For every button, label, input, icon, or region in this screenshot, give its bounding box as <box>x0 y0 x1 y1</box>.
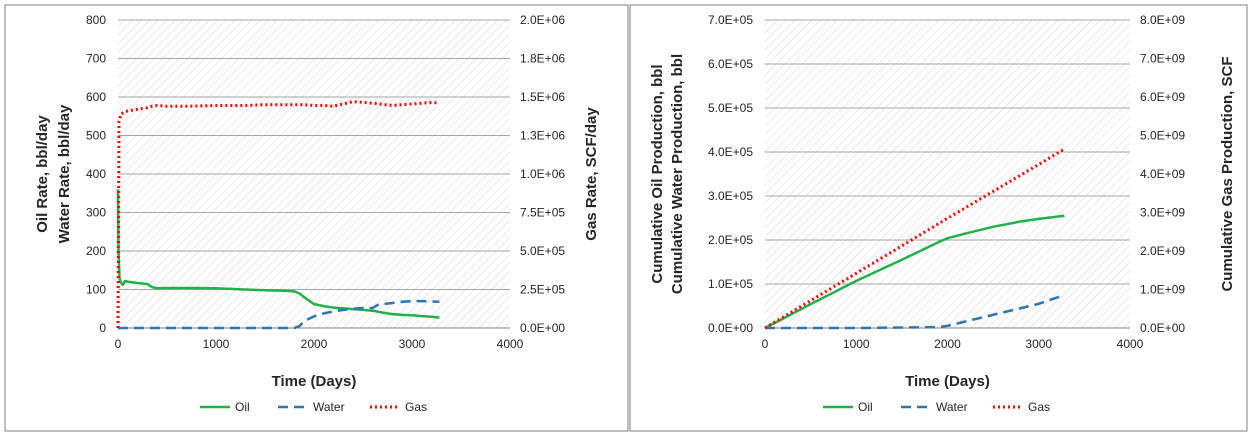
y-tick-label: 400 <box>86 167 106 181</box>
y2-tick-label: 0.0E+00 <box>520 321 565 335</box>
y2-tick-label: 5.0E+05 <box>520 244 565 258</box>
y-tick-label: 5.0E+05 <box>708 101 753 115</box>
y-tick-label: 300 <box>86 206 106 220</box>
x-tick-label: 2000 <box>301 337 328 351</box>
y-tick-label: 6.0E+05 <box>708 57 753 71</box>
y-tick-label: 3.0E+05 <box>708 189 753 203</box>
y-tick-label: 2.0E+05 <box>708 233 753 247</box>
legend: Oil Water Gas <box>823 400 1050 414</box>
x-tick-label: 1000 <box>843 337 870 351</box>
x-tick-label: 0 <box>115 337 122 351</box>
y2-tick-label: 1.5E+06 <box>520 90 565 104</box>
legend-label-gas: Gas <box>1028 400 1050 414</box>
y2-tick-label: 2.0E+06 <box>520 13 565 27</box>
series-line-water <box>118 299 440 330</box>
rate-chart: 0 100 200 300 400 500 600 700 800 0.0E+00 2.5E+05 5… <box>34 13 600 414</box>
series-line-gas <box>116 100 440 329</box>
x-tick-label: 3000 <box>1025 337 1052 351</box>
y2-tick-label: 6.0E+09 <box>1140 90 1185 104</box>
y-tick-label: 0.0E+00 <box>708 321 753 335</box>
y2-tick-label: 1.0E+06 <box>520 167 565 181</box>
y2-tick-label: 3.0E+09 <box>1140 206 1185 220</box>
x-tick-label: 0 <box>762 337 769 351</box>
y-tick-label: 1.0E+05 <box>708 277 753 291</box>
series-line-water <box>765 293 1065 330</box>
legend-label-water: Water <box>936 400 968 414</box>
y2-tick-label: 1.0E+09 <box>1140 283 1185 297</box>
y-tick-label: 500 <box>86 129 106 143</box>
y2-tick-label: 1.8E+06 <box>520 52 565 66</box>
y2-axis-title: Gas Rate, SCF/day <box>583 107 600 241</box>
y2-tick-label: 2.5E+05 <box>520 283 565 297</box>
y2-axis-title: Cumulative Gas Production, SCF <box>1219 56 1236 291</box>
y2-tick-label: 2.0E+09 <box>1140 244 1185 258</box>
y-axis-title: Cumulative Oil Production, bbl <box>649 64 666 283</box>
y2-tick-label: 8.0E+09 <box>1140 13 1185 27</box>
legend-label-oil: Oil <box>235 400 250 414</box>
x-tick-label: 4000 <box>1117 337 1144 351</box>
y2-tick-label: 7.5E+05 <box>520 206 565 220</box>
series-line-oil <box>116 189 440 319</box>
series-line-gas <box>764 147 1066 330</box>
x-tick-label: 1000 <box>203 337 230 351</box>
y-tick-label: 7.0E+05 <box>708 13 753 27</box>
y-axis-title: Water Rate, bbl/day <box>56 104 73 243</box>
x-axis-title: Time (Days) <box>272 373 357 390</box>
y2-tick-label: 5.0E+09 <box>1140 129 1185 143</box>
y-tick-label: 700 <box>86 52 106 66</box>
y-tick-label: 0 <box>99 321 106 335</box>
y2-tick-label: 0.0E+00 <box>1140 321 1185 335</box>
y-tick-label: 600 <box>86 90 106 104</box>
legend-label-oil: Oil <box>858 400 873 414</box>
x-tick-label: 4000 <box>497 337 524 351</box>
x-tick-label: 3000 <box>399 337 426 351</box>
y2-tick-label: 1.3E+06 <box>520 129 565 143</box>
x-axis-title: Time (Days) <box>905 373 990 390</box>
cumulative-chart: 0.0E+00 1.0E+05 2.0E+05 3.0E+05 4.0E+05 5.0E+… <box>649 13 1236 414</box>
y2-tick-label: 4.0E+09 <box>1140 167 1185 181</box>
legend-label-water: Water <box>313 400 345 414</box>
x-tick-label: 2000 <box>934 337 961 351</box>
plot-area <box>765 20 1130 328</box>
y2-tick-label: 7.0E+09 <box>1140 52 1185 66</box>
y-axis-title: Oil Rate, bbl/day <box>34 115 51 233</box>
legend-label-gas: Gas <box>405 400 427 414</box>
series-line-oil <box>764 214 1065 330</box>
y-tick-label: 4.0E+05 <box>708 145 753 159</box>
y-tick-label: 100 <box>86 283 106 297</box>
y-axis-title: Cumulative Water Production, bbl <box>669 54 686 294</box>
y-tick-label: 200 <box>86 244 106 258</box>
y-tick-label: 800 <box>86 13 106 27</box>
legend: Oil Water Gas <box>200 400 427 414</box>
